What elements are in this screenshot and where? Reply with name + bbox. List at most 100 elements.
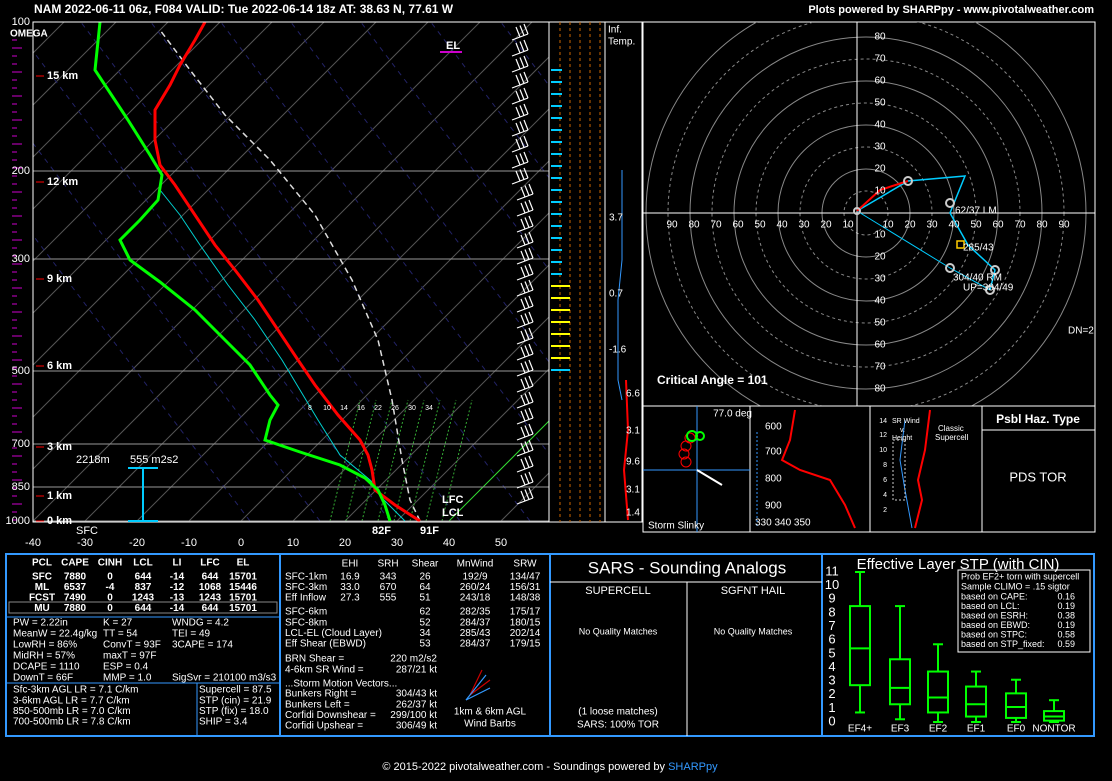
barb-flag: [520, 490, 526, 502]
dry-adiabat: [360, 22, 549, 271]
hodo-label: 20: [874, 164, 886, 175]
kinematic-cell: 16.9: [340, 572, 360, 583]
kinematic-header: SRH: [377, 559, 398, 570]
mixing-ratio: [409, 399, 441, 522]
barb-flag: [524, 361, 530, 372]
isotherm: [344, 316, 549, 522]
pressure-label: 700: [12, 438, 30, 450]
barb-flag: [528, 183, 534, 195]
stp-prob-value: 0.58: [1057, 629, 1075, 639]
height-label: 15 km: [47, 70, 78, 82]
stp-boxplots: [849, 571, 1065, 723]
barb-flag: [519, 121, 525, 132]
barb-flag: [524, 345, 530, 356]
hodo-label: 80: [874, 32, 886, 43]
srwind-height: 2: [883, 507, 887, 514]
height-label: 3 km: [47, 441, 72, 453]
temp-tick-label: 10: [287, 537, 299, 549]
srwind-title: v.: [900, 427, 905, 434]
barb-flag: [520, 314, 526, 326]
thermo-cell: -12: [170, 582, 185, 593]
barb-flag: [528, 199, 534, 211]
hodo-label: 40: [948, 220, 960, 231]
dry-adiabat: [33, 142, 321, 522]
srwind-title: SR Wind: [892, 418, 920, 425]
stp-ytick: 1: [828, 700, 835, 715]
dry-adiabat: [150, 22, 531, 522]
stp-ytick: 7: [828, 618, 835, 633]
mixing-ratio: [441, 399, 473, 522]
kinematic-cell: 62: [419, 607, 431, 618]
theta-x-labels: 330 340 350: [755, 518, 811, 529]
temp-tick-label: -30: [77, 537, 93, 549]
mixing-ratio-label: 8: [308, 405, 312, 412]
hodo-label: 90: [666, 220, 678, 231]
srwind-height: 14: [879, 418, 887, 425]
hodo-label: 80: [874, 384, 886, 395]
thermo-cell: 644: [202, 603, 219, 614]
mixing-ratio: [361, 399, 393, 522]
hodo-label: 50: [874, 98, 886, 109]
stp-prob-label: based on CAPE:: [961, 591, 1028, 601]
pressure-label: 200: [12, 165, 30, 177]
mixing-ratio-label: 22: [374, 405, 382, 412]
lfc-label: LFC: [442, 494, 463, 506]
kinematic-cell: 51: [419, 593, 431, 604]
motion-value: 262/37 kt: [396, 699, 437, 710]
thermo-index: SigSvr = 210100 m3/s3: [172, 673, 277, 684]
hodo-label: 10: [842, 220, 854, 231]
critical-angle: Critical Angle = 101: [657, 373, 768, 387]
hodo-label: 50: [754, 220, 766, 231]
barb-flag: [524, 281, 530, 292]
barb-flag: [528, 343, 534, 355]
barb-flag: [524, 233, 530, 244]
barb-flag: [524, 313, 530, 324]
stp-prob-value: 0.16: [1057, 591, 1075, 601]
isotherm: [33, 22, 481, 470]
srwind-title: Height: [892, 435, 912, 442]
hodo-label: 70: [874, 54, 886, 65]
thermo-index: PW = 2.22in: [13, 618, 68, 629]
pressure-label: 500: [12, 365, 30, 377]
hodo-dn: DN=2: [1068, 326, 1094, 337]
barb-flag: [520, 458, 526, 470]
dry-adiabat: [290, 22, 549, 363]
hodo-rm: 304/40 RM: [953, 273, 1002, 284]
thermo-cell: 0: [107, 603, 113, 614]
barb-flag: [520, 474, 526, 486]
isotherm: [188, 160, 549, 522]
footer-link[interactable]: SHARPpy: [668, 761, 718, 773]
stp-category: EF1: [967, 724, 986, 735]
stp-box: [889, 658, 911, 706]
isotherm: [292, 264, 549, 522]
barb-flag: [524, 441, 530, 452]
kinematic-cell: 192/9: [462, 572, 487, 583]
temp-tick-label: 40: [443, 537, 455, 549]
height-label: 1 km: [47, 490, 72, 502]
isotherm: [33, 22, 117, 106]
barb-flag: [520, 346, 526, 358]
barb-flag: [520, 282, 526, 294]
stp-prob-label: based on STP_fixed:: [961, 639, 1045, 649]
thermo-cell: FCST: [29, 593, 55, 604]
kinematic-cell: 27.3: [340, 593, 360, 604]
isotherm: [33, 22, 169, 158]
dry-adiabat: [33, 50, 391, 522]
thermo-cell: -4: [106, 582, 115, 593]
hodo-label: 70: [1014, 220, 1026, 231]
mixing-ratio-label: 16: [357, 405, 365, 412]
stp-category: EF0: [1007, 724, 1026, 735]
kinematic-cell: SFC-1km: [285, 572, 327, 583]
thermo-cell: 15701: [229, 572, 257, 583]
thermo-header: CINH: [98, 558, 122, 569]
skewt-profiles: [93, 22, 421, 522]
lapse-rate: 850-500mb LR = 7.0 C/km: [13, 706, 131, 717]
kinematic-cell: 156/31: [510, 582, 541, 593]
motion-label: Bunkers Left =: [285, 699, 350, 710]
thermo-cell: -14: [170, 572, 185, 583]
isotherm: [33, 22, 325, 314]
thermo-cell: 644: [135, 572, 152, 583]
inflow-label: 3.1: [626, 426, 640, 437]
mixing-ratio: [393, 399, 425, 522]
